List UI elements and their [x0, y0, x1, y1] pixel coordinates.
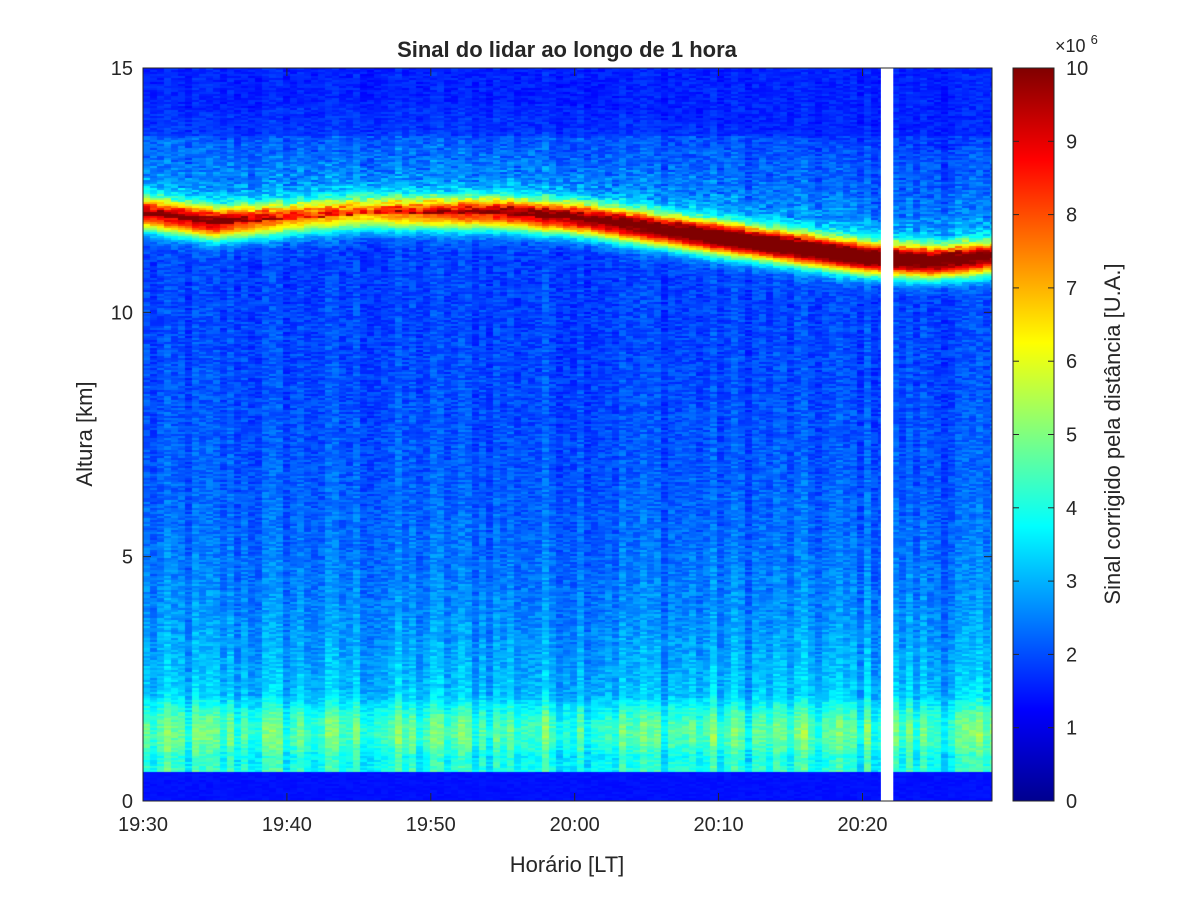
x-axis-label: Horário [LT]: [510, 852, 625, 877]
y-tick-label: 10: [111, 302, 133, 324]
colorbar-tick-label: 6: [1066, 351, 1077, 373]
colorbar-tick-label: 1: [1066, 718, 1077, 740]
x-tick-label: 20:20: [837, 814, 887, 836]
colorbar-tick-label: 3: [1066, 571, 1077, 593]
y-tick-label: 15: [111, 58, 133, 80]
colorbar-label: Sinal corrigido pela distância [U.A.]: [1100, 263, 1125, 604]
colorbar-multiplier-exponent: 6: [1091, 32, 1098, 47]
colorbar-tick-label: 5: [1066, 425, 1077, 447]
colorbar-tick-label: 0: [1066, 791, 1077, 813]
y-tick-label: 0: [122, 791, 133, 813]
colorbar-multiplier: ×10 6: [1055, 32, 1098, 56]
x-tick-label: 19:30: [118, 814, 168, 836]
x-tick-label: 20:00: [550, 814, 600, 836]
colorbar-ticks: 0 1 2 3 4 5 6 7 8 9 10: [1013, 58, 1088, 813]
no-data-gap: [880, 68, 894, 801]
colorbar-tick-label: 9: [1066, 131, 1077, 153]
y-axis-ticks: 0 5 10 15: [111, 58, 992, 813]
colorbar-tick-label: 4: [1066, 498, 1077, 520]
colorbar-tick-label: 2: [1066, 644, 1077, 666]
colorbar-tick-label: 8: [1066, 205, 1077, 227]
colorbar-tick-label: 10: [1066, 58, 1088, 80]
x-tick-label: 20:10: [694, 814, 744, 836]
x-axis-ticks: 19:30 19:40 19:50 20:00 20:10 20:20: [118, 68, 888, 836]
colorbar: [1012, 67, 1055, 802]
heatmap-image: [143, 68, 992, 801]
y-tick-label: 5: [122, 547, 133, 569]
colorbar-multiplier-base: ×10: [1055, 36, 1086, 56]
x-tick-label: 19:40: [262, 814, 312, 836]
y-axis-label: Altura [km]: [72, 381, 97, 486]
colorbar-tick-label: 7: [1066, 278, 1077, 300]
x-tick-label: 19:50: [406, 814, 456, 836]
chart-title: Sinal do lidar ao longo de 1 hora: [397, 37, 738, 62]
plot-frame: [142, 67, 993, 802]
